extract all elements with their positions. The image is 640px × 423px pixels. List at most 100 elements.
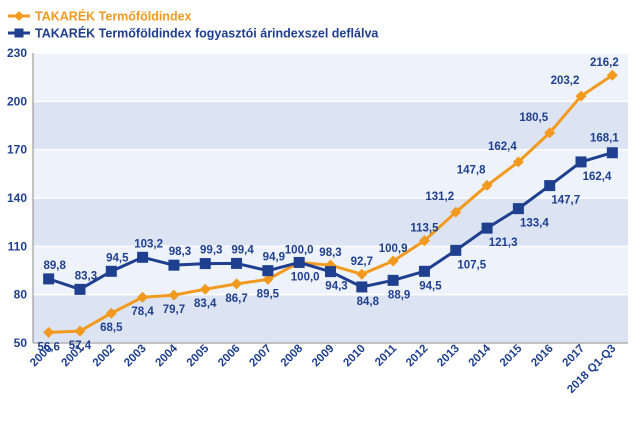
- series-deflated: [43, 147, 618, 295]
- grid-band: [33, 149, 628, 198]
- x-tick-label: 2004: [153, 342, 180, 369]
- data-point-diamond: [199, 283, 211, 295]
- x-tick-label: 2008: [279, 342, 306, 369]
- x-tick-label: 2007: [247, 343, 274, 370]
- data-label: 99,3: [200, 245, 222, 257]
- data-label: 56,6: [37, 341, 59, 353]
- data-point-diamond: [512, 156, 524, 168]
- data-point-square: [481, 222, 493, 234]
- data-label: 113,5: [410, 223, 439, 235]
- data-label: 162,4: [583, 171, 612, 183]
- data-label: 147,8: [457, 164, 486, 176]
- data-point-diamond: [387, 255, 399, 267]
- grid-band: [33, 53, 628, 102]
- data-point-square: [450, 244, 462, 256]
- legend-label: TAKARÉK Termőföldindex fogyasztói árinde…: [35, 26, 379, 41]
- x-tick-label: 2015: [498, 342, 525, 369]
- x-tick-labels: 2000 2001 2002 2003 2004 2005 2006 2007 2008 2009…: [28, 342, 618, 396]
- data-point-diamond: [168, 289, 180, 301]
- data-label: 103,2: [134, 238, 163, 250]
- data-point-square: [293, 256, 305, 268]
- x-tick-label: 2002: [91, 343, 118, 370]
- data-point-square: [74, 283, 86, 295]
- data-label: 84,8: [357, 296, 380, 308]
- data-label: 98,3: [169, 246, 191, 258]
- legend-label: TAKARÉK Termőföldindex: [35, 9, 192, 24]
- data-label: 94,5: [106, 252, 129, 264]
- data-label: 94,9: [263, 252, 285, 264]
- data-point-square: [199, 258, 211, 270]
- x-tick-label: 2016: [529, 343, 556, 370]
- data-point-diamond: [356, 268, 368, 280]
- data-label: 147,7: [551, 195, 580, 207]
- data-label: 131,2: [425, 191, 454, 203]
- y-tick-label: 50: [14, 336, 28, 350]
- x-tick-label: 2010: [341, 343, 368, 370]
- data-label: 133,4: [520, 218, 549, 230]
- data-point-square: [606, 147, 618, 159]
- x-tick-label: 2005: [185, 342, 212, 369]
- data-point-diamond: [606, 69, 618, 81]
- y-tick-labels: 50 80 110 140 170 200 230: [7, 46, 27, 350]
- data-label: 78,4: [131, 306, 154, 318]
- data-point-square: [325, 266, 336, 278]
- grid-band: [33, 101, 628, 150]
- grid-bands: [33, 53, 628, 343]
- data-label: 79,7: [163, 304, 185, 316]
- data-label: 107,5: [457, 259, 486, 271]
- data-point-diamond: [43, 326, 55, 338]
- y-tick-label: 140: [7, 191, 27, 205]
- data-label: 100,9: [379, 243, 408, 255]
- y-tick-label: 110: [8, 239, 28, 253]
- legend-marker: [14, 11, 24, 21]
- grid-band: [33, 198, 628, 247]
- data-label: 94,5: [419, 280, 442, 292]
- legend: TAKARÉK Termőföldindex TAKARÉK Termőföldi…: [8, 9, 379, 41]
- data-label: 89,8: [43, 260, 66, 272]
- data-label: 99,4: [231, 244, 254, 256]
- data-point-diamond: [105, 307, 117, 319]
- data-label: 98,3: [319, 247, 341, 259]
- data-label: 100,0: [285, 244, 314, 256]
- data-label: 121,3: [489, 237, 518, 249]
- x-tick-label: 2006: [216, 343, 243, 370]
- x-tick-label: 2017: [561, 343, 588, 370]
- data-point-diamond: [418, 235, 430, 247]
- x-tick-label: 2013: [435, 343, 462, 370]
- data-label: 100,0: [291, 271, 320, 283]
- data-point-diamond: [450, 206, 462, 218]
- data-point-square: [262, 265, 274, 277]
- data-label: 83,4: [194, 298, 217, 310]
- legend-marker: [14, 28, 24, 38]
- y-tick-label: 200: [7, 94, 27, 108]
- data-label: 68,5: [100, 322, 123, 334]
- data-label: 83,3: [75, 270, 97, 282]
- data-point-diamond: [74, 325, 86, 337]
- data-point-square: [544, 180, 556, 192]
- data-point-square: [168, 259, 180, 271]
- data-point-square: [356, 281, 368, 293]
- data-point-diamond: [262, 273, 274, 285]
- data-point-diamond: [575, 90, 587, 102]
- data-point-square: [575, 156, 587, 168]
- x-tick-label: 2011: [373, 342, 400, 369]
- data-point-square: [43, 273, 55, 285]
- data-point-square: [105, 265, 117, 277]
- data-label: 57,4: [69, 340, 92, 352]
- data-label: 168,1: [590, 133, 619, 145]
- grid-band: [33, 294, 628, 343]
- data-point-diamond: [231, 278, 243, 290]
- data-label: 88,9: [388, 289, 410, 301]
- x-tick-label: 2009: [310, 343, 337, 370]
- data-point-square: [418, 265, 430, 277]
- data-labels: 56,6 57,4 68,5 78,4 79,7 83,4 86,7 89,5 100,0 98,…: [37, 57, 619, 353]
- data-point-diamond: [137, 291, 149, 303]
- data-point-diamond: [481, 179, 493, 191]
- data-point-square: [512, 203, 524, 215]
- data-label: 89,5: [257, 288, 280, 300]
- x-tick-label: 2003: [122, 343, 149, 370]
- x-tick-label: 2014: [467, 342, 494, 369]
- data-label: 162,4: [488, 141, 517, 153]
